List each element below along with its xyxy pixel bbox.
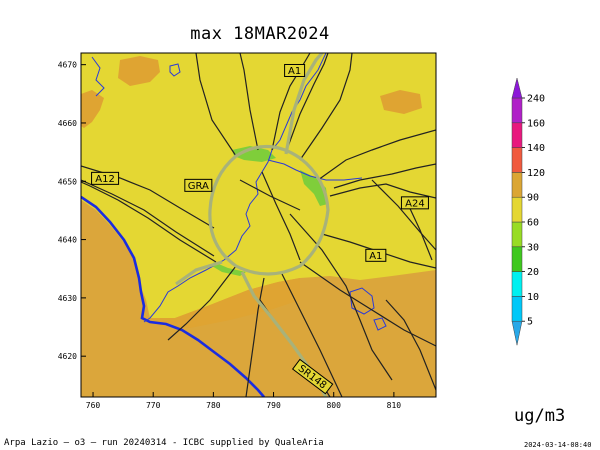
coastline xyxy=(81,195,265,397)
road-a24-parallel xyxy=(333,163,436,189)
units-label: ug/m3 xyxy=(514,406,566,426)
footer-credit: Arpa Lazio — o3 — run 20240314 - ICBC su… xyxy=(4,438,324,448)
colorbar-label: 120 xyxy=(527,168,545,179)
road-label-text: GRA xyxy=(188,181,209,192)
road-center-1 xyxy=(239,179,301,211)
colorbar-segment xyxy=(511,122,523,148)
coastal-low-band xyxy=(150,278,300,328)
x-tick-label: 810 xyxy=(387,401,402,410)
gra-spur-a12 xyxy=(175,260,223,286)
colorbar-label: 10 xyxy=(527,292,539,303)
colorbar-label: 240 xyxy=(527,94,545,105)
x-tick-label: 800 xyxy=(326,401,341,410)
road-far-south xyxy=(385,299,436,391)
road-a12 xyxy=(81,181,217,263)
colorbar-label: 160 xyxy=(527,118,545,129)
road-east-2 xyxy=(405,199,433,261)
y-tick-label: 4670 xyxy=(58,61,77,70)
road-southwest xyxy=(167,265,237,341)
low-concentration-patch-north xyxy=(118,56,160,86)
road-north-2 xyxy=(239,53,259,151)
y-tick-label: 4660 xyxy=(58,119,77,128)
y-tick-label: 4630 xyxy=(58,294,77,303)
river-tiber xyxy=(143,53,327,323)
x-tick-label: 780 xyxy=(206,401,221,410)
colorbar-label: 140 xyxy=(527,143,545,154)
x-tick-label: 770 xyxy=(146,401,161,410)
green-concentration-band-north xyxy=(232,146,276,162)
map-title: max 18MAR2024 xyxy=(190,24,330,44)
x-tick-label: 760 xyxy=(86,401,101,410)
road-label-text: A12 xyxy=(95,174,115,185)
y-tick-label: 4650 xyxy=(58,177,77,186)
road-southeast-1 xyxy=(299,261,436,347)
gra-spur-north xyxy=(284,53,324,155)
colorbar-segment xyxy=(511,320,523,346)
map-frame xyxy=(80,52,437,398)
lake-east xyxy=(349,287,375,315)
x-tick-label: 790 xyxy=(266,401,281,410)
colorbar-segment xyxy=(511,296,523,322)
low-concentration-patch-northeast xyxy=(380,90,422,114)
map-area xyxy=(81,53,436,397)
low-concentration-patch-west xyxy=(81,90,104,128)
road-label-a1-north: A1 xyxy=(284,63,306,77)
colorbar-label: 90 xyxy=(527,193,539,204)
green-concentration-band-east xyxy=(300,170,328,206)
road-label-a1-south: A1 xyxy=(365,248,387,262)
colorbar-segment xyxy=(511,221,523,248)
colorbar-segment xyxy=(511,172,523,198)
y-tick-label: 4640 xyxy=(58,236,77,245)
lake-north xyxy=(169,63,181,77)
river-aniene xyxy=(267,159,363,181)
road-a24 xyxy=(329,183,436,199)
road-label-text: A1 xyxy=(288,66,301,77)
road-label-gra: GRA xyxy=(184,178,213,192)
road-south-1 xyxy=(245,277,265,397)
road-center-2 xyxy=(261,171,301,261)
colorbar-segment xyxy=(511,271,523,297)
y-axis-ticks: 4670 4660 4650 4640 4630 4620 xyxy=(58,61,86,361)
colorbar-label: 20 xyxy=(527,267,539,278)
road-label-a12: A12 xyxy=(91,171,120,185)
road-a12-parallel xyxy=(81,179,215,257)
road-south-2 xyxy=(281,273,343,397)
road-northeast-1 xyxy=(299,53,353,161)
colorbar-segment xyxy=(511,77,523,99)
colorbar: 5 10 20 30 60 90 120 140 160 240 xyxy=(511,77,545,346)
colorbar-label: 5 xyxy=(527,317,533,328)
timestamp: 2024-03-14-08:40 xyxy=(524,441,592,449)
rivers xyxy=(91,53,387,331)
road-a1-north-parallel xyxy=(285,53,329,153)
colorbar-label: 30 xyxy=(527,242,539,253)
colorbar-segment xyxy=(511,196,523,223)
colorbar-segment xyxy=(511,97,523,124)
road-label-text: A1 xyxy=(369,251,382,262)
colorbar-label: 60 xyxy=(527,218,539,229)
lake-southeast xyxy=(373,317,387,331)
road-label-text: A24 xyxy=(405,198,425,209)
colorbar-segment xyxy=(511,147,523,173)
x-axis-ticks: 760 770 780 790 800 810 xyxy=(86,392,401,410)
y-tick-label: 4620 xyxy=(58,352,77,361)
grande-raccordo-anulare xyxy=(175,53,330,397)
road-east-far xyxy=(371,179,436,251)
river-west-loop xyxy=(91,56,105,97)
gra-ring xyxy=(208,144,330,276)
road-north-1 xyxy=(195,53,237,157)
road-northeast-2 xyxy=(317,129,436,181)
green-concentration-band-south xyxy=(212,262,246,276)
colorbar-segment xyxy=(511,246,523,272)
road-label-a24: A24 xyxy=(400,196,429,210)
